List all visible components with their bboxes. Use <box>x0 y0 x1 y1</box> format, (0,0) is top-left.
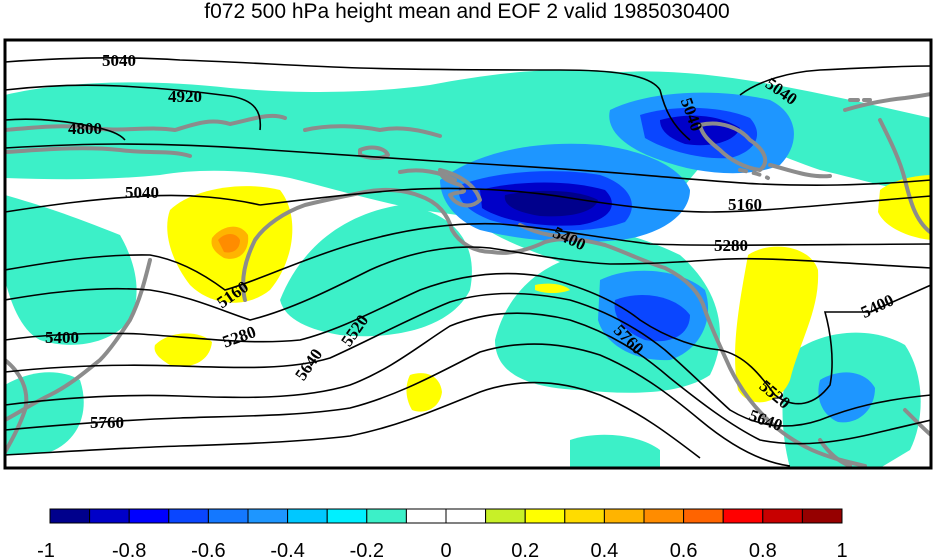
anomaly-shading <box>5 69 931 468</box>
colorbar-segment <box>801 508 843 524</box>
colorbar-tick-label: -0.8 <box>112 540 146 558</box>
colorbar-segment <box>564 508 605 524</box>
colorbar-segment <box>366 508 407 524</box>
coastline <box>303 124 442 138</box>
positive-anomaly-region <box>154 333 212 367</box>
positive-anomaly-region <box>535 283 570 293</box>
coastline <box>768 163 832 179</box>
coastline <box>878 118 931 234</box>
colorbar-tick-label: 0.6 <box>670 540 698 558</box>
coastline <box>5 358 29 454</box>
colorbar-tick-label: 1 <box>836 540 847 558</box>
contour-line <box>5 143 931 186</box>
coastline <box>398 168 457 182</box>
negative-anomaly-region <box>818 372 875 423</box>
colorbar-segment <box>445 508 487 524</box>
colorbar-segment <box>207 508 249 524</box>
colorbar-segment <box>168 508 209 524</box>
colorbar-segment <box>722 508 764 524</box>
contour-line <box>5 84 262 131</box>
colorbar-tick-label: 0.2 <box>511 540 539 558</box>
colorbar-segment <box>89 508 130 524</box>
contour-line <box>5 292 931 427</box>
contour-label: 5040 <box>102 51 136 70</box>
contour-line <box>5 312 931 445</box>
negative-anomaly-region <box>614 295 690 342</box>
colorbar-tick-label: -0.2 <box>350 540 384 558</box>
contour-line <box>5 222 931 291</box>
contour-line <box>5 272 931 405</box>
colorbar-segment <box>49 508 91 524</box>
coastline <box>818 438 852 468</box>
negative-anomaly-region <box>570 434 660 468</box>
contour-label: 4920 <box>168 87 202 106</box>
contour-line <box>5 381 701 459</box>
coastline <box>843 92 931 112</box>
contour-line <box>5 118 126 141</box>
coastline <box>738 168 770 180</box>
colorbar: -1 -0.8 -0.6 -0.4 -0.2 0 0.2 0.4 0.6 0.8 1 <box>37 508 848 558</box>
map-panel: 5040 4920 4800 5040 5040 5040 5160 5160 … <box>5 40 931 468</box>
contour-line <box>739 65 931 96</box>
map-frame <box>3 38 933 470</box>
contour-line <box>5 343 791 467</box>
positive-anomaly-region <box>735 246 819 403</box>
height-contours <box>5 57 931 467</box>
colorbar-segment <box>485 508 526 524</box>
coastline <box>903 408 931 437</box>
contour-label: 5160 <box>728 195 762 214</box>
contour-label: 5280 <box>714 236 748 255</box>
colorbar-segment <box>247 508 289 524</box>
colorbar-tick-label: 0.4 <box>590 540 618 558</box>
positive-anomaly-region <box>406 373 442 412</box>
colorbar-tick-label: -1 <box>37 540 55 558</box>
contour-line <box>5 57 691 141</box>
colorbar-tick-label: -0.4 <box>270 540 304 558</box>
coastlines <box>5 92 931 468</box>
colorbar-segment <box>762 508 803 524</box>
coastline <box>241 187 867 468</box>
coastline <box>698 121 768 172</box>
positive-anomaly-region <box>218 234 240 253</box>
map-title: f072 500 hPa height mean and EOF 2 valid… <box>204 0 730 23</box>
colorbar-segment <box>405 508 447 524</box>
positive-anomaly-region <box>878 175 931 240</box>
colorbar-segment <box>643 508 685 524</box>
colorbar-tick-label: 0 <box>440 540 451 558</box>
contour-label: 4800 <box>68 119 102 138</box>
colorbar-segment <box>524 508 566 524</box>
colorbar-tick-label: -0.6 <box>191 540 225 558</box>
contour-line <box>259 187 931 213</box>
contour-label: 5760 <box>90 413 124 432</box>
contour-label: 5040 <box>125 183 159 202</box>
colorbar-segment <box>683 508 724 524</box>
coastline <box>5 146 192 158</box>
contour-label: 5400 <box>45 328 79 347</box>
colorbar-segment <box>326 508 368 524</box>
colorbar-segment <box>603 508 645 524</box>
contour-line <box>5 194 261 213</box>
contour-line <box>5 246 931 321</box>
colorbar-segment <box>128 508 170 524</box>
negative-anomaly-region <box>280 205 472 337</box>
colorbar-segment <box>287 508 328 524</box>
negative-anomaly-region <box>5 195 137 345</box>
negative-anomaly-region <box>504 190 598 217</box>
colorbar-tick-label: 0.8 <box>749 540 777 558</box>
coastline <box>5 113 287 132</box>
